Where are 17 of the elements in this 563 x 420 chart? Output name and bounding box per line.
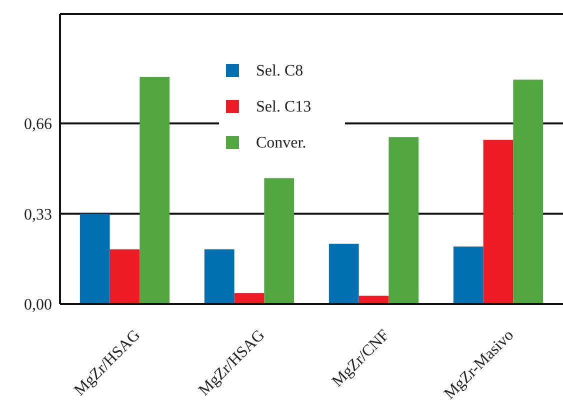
- bar: [264, 178, 294, 304]
- bar: [388, 137, 419, 304]
- bar: [483, 140, 514, 304]
- y-tick-label: 0,00: [24, 296, 52, 314]
- bar: [204, 249, 234, 304]
- y-tick-label: 0,33: [24, 206, 52, 224]
- bar: [453, 246, 484, 304]
- y-tick-label: 0,66: [24, 116, 52, 134]
- bar: [328, 244, 359, 304]
- legend-label: Sel. C13: [256, 98, 312, 116]
- bar: [513, 80, 544, 304]
- bar: [234, 293, 264, 304]
- legend-label: Sel. C8: [256, 62, 304, 80]
- legend-label: Conver.: [256, 134, 306, 152]
- bar: [140, 76, 170, 304]
- bar: [110, 249, 140, 304]
- bar: [80, 214, 110, 304]
